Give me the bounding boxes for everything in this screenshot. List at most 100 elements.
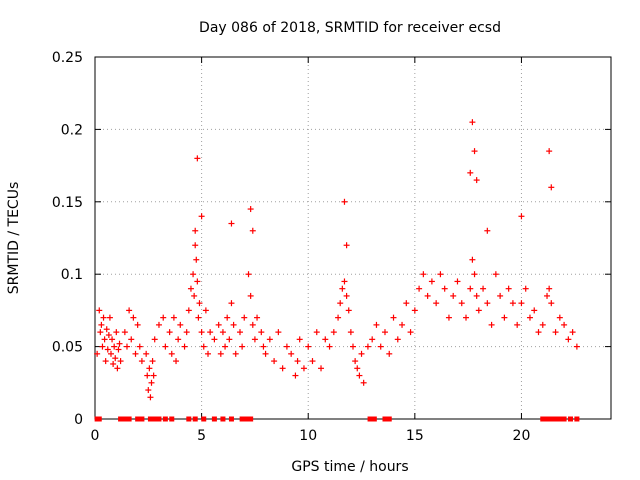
data-point [469, 256, 476, 263]
data-point [195, 314, 202, 321]
data-point [147, 394, 154, 401]
data-point [101, 336, 108, 343]
data-point [347, 329, 354, 336]
data-point [262, 350, 269, 357]
data-point [318, 365, 325, 372]
data-point [239, 343, 246, 350]
data-point [386, 416, 392, 422]
data-point [330, 329, 337, 336]
data-point [292, 372, 299, 379]
x-tick-label: 20 [513, 428, 531, 444]
data-point [309, 358, 316, 365]
data-point [113, 329, 120, 336]
data-point [381, 329, 388, 336]
chart-title: Day 086 of 2018, SRMTID for receiver ecs… [199, 20, 501, 36]
data-point [300, 365, 307, 372]
y-axis-label: SRMTID / TECUs [6, 182, 22, 295]
data-point [488, 321, 495, 328]
plot-frame [94, 56, 612, 420]
data-point [251, 336, 258, 343]
data-point [232, 350, 239, 357]
data-point [288, 350, 295, 357]
data-point [561, 416, 567, 422]
data-point [135, 416, 141, 422]
data-point [266, 336, 273, 343]
data-point [445, 314, 452, 321]
data-point [294, 358, 301, 365]
data-point [181, 343, 188, 350]
data-point [215, 321, 222, 328]
data-point [114, 365, 121, 372]
data-point [94, 350, 101, 357]
data-point [296, 336, 303, 343]
data-point [341, 278, 348, 285]
data-point [475, 307, 482, 314]
data-point [343, 292, 350, 299]
data-point [544, 416, 550, 422]
data-point [441, 285, 448, 292]
data-point [471, 271, 478, 278]
data-point [390, 314, 397, 321]
y-tick-label: 0 [74, 412, 83, 428]
data-point [535, 329, 542, 336]
data-point [540, 416, 546, 422]
data-point [420, 271, 427, 278]
data-point [219, 329, 226, 336]
data-point [130, 314, 137, 321]
data-point [190, 271, 197, 278]
data-point [173, 358, 180, 365]
data-point [96, 416, 102, 422]
data-point [103, 326, 110, 333]
data-point [162, 343, 169, 350]
data-point [228, 416, 234, 422]
x-tick-label: 10 [299, 428, 317, 444]
data-point [356, 372, 363, 379]
data-point [574, 416, 580, 422]
data-point [565, 336, 572, 343]
data-point [548, 184, 555, 191]
data-point [145, 387, 152, 394]
data-point [411, 307, 418, 314]
data-point [170, 314, 177, 321]
data-point [416, 285, 423, 292]
data-point [358, 350, 365, 357]
data-point [546, 285, 553, 292]
data-point [539, 321, 546, 328]
data-point [546, 148, 553, 155]
data-point [115, 346, 122, 353]
data-point [111, 343, 118, 350]
data-point [139, 416, 145, 422]
data-point [151, 336, 158, 343]
data-point [514, 321, 521, 328]
data-point [573, 343, 580, 350]
data-point [480, 285, 487, 292]
data-point [373, 321, 380, 328]
data-point [166, 329, 173, 336]
data-point [118, 416, 124, 422]
data-point [369, 336, 376, 343]
data-point [467, 285, 474, 292]
data-point [156, 416, 162, 422]
data-point [105, 332, 112, 339]
data-point [463, 314, 470, 321]
data-point [222, 343, 229, 350]
data-point [569, 329, 576, 336]
data-point [313, 329, 320, 336]
data-point [247, 206, 254, 213]
data-point [548, 300, 555, 307]
data-point [228, 300, 235, 307]
data-point [322, 336, 329, 343]
data-point [492, 271, 499, 278]
data-point [407, 329, 414, 336]
data-point [116, 340, 123, 347]
data-point [484, 227, 491, 234]
data-point [305, 343, 312, 350]
data-point [271, 358, 278, 365]
data-point [339, 285, 346, 292]
data-point [399, 321, 406, 328]
data-point [192, 227, 199, 234]
data-point [352, 358, 359, 365]
data-point [123, 343, 130, 350]
data-point [236, 329, 243, 336]
data-point [326, 343, 333, 350]
